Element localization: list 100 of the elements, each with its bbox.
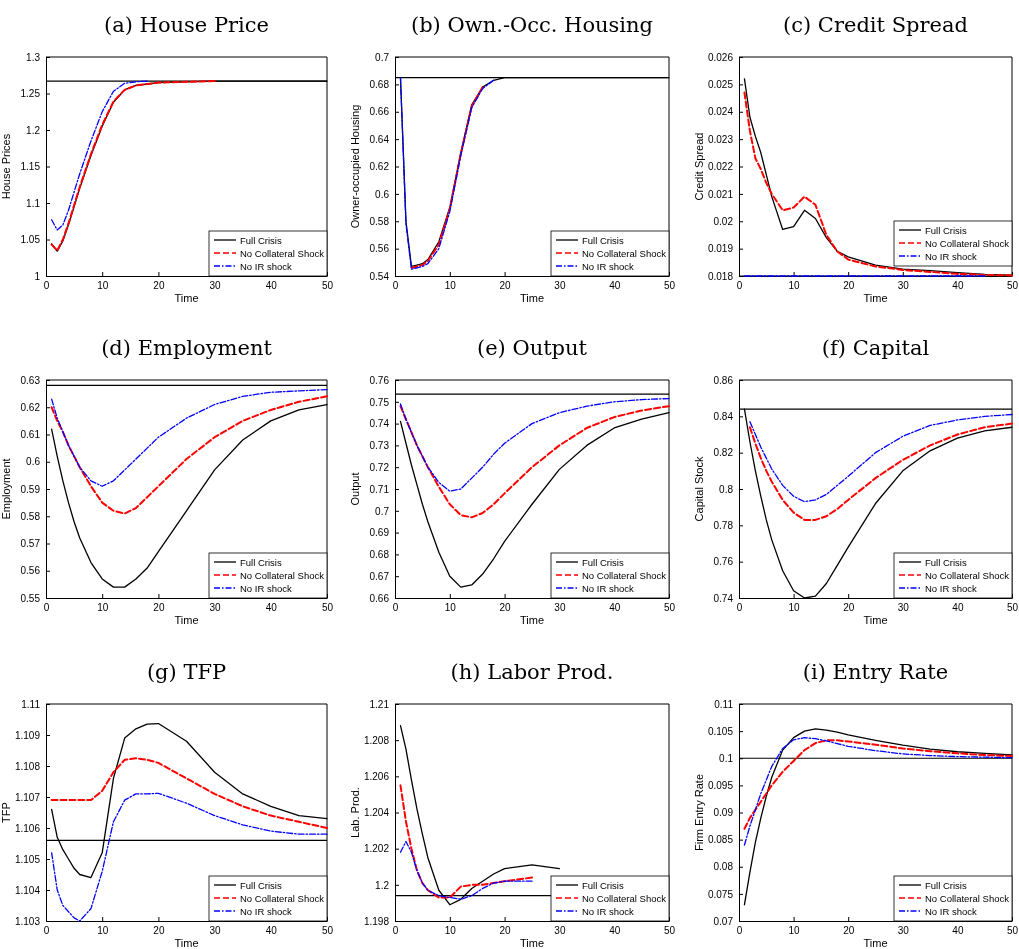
x-tick-label: 20: [843, 280, 855, 292]
x-tick-label: 30: [897, 602, 910, 614]
y-tick-label: 0.68: [369, 549, 390, 561]
x-tick-label: 30: [897, 925, 910, 937]
legend-label: No IR shock: [582, 260, 634, 272]
y-tick-label: 0.75: [369, 396, 390, 408]
legend-label: No IR shock: [240, 260, 292, 272]
x-tick-label: 20: [843, 925, 855, 937]
x-tick-label: 10: [444, 280, 457, 292]
chart-title: (b) Own.-Occ. Housing: [410, 13, 654, 37]
x-tick-label: 20: [843, 602, 855, 614]
y-tick-label: 0.02: [713, 215, 734, 227]
legend-label: No IR shock: [925, 250, 977, 262]
x-axis-title: Time: [174, 937, 199, 949]
y-tick-label: 0.6: [26, 456, 41, 468]
x-tick-label: 20: [153, 280, 165, 292]
legend-label: No Collateral Shock: [582, 892, 667, 904]
y-axis-title: Output: [349, 472, 361, 506]
x-axis-title: Time: [174, 614, 199, 626]
y-tick-label: 0.56: [20, 565, 41, 577]
y-tick-label: 0.085: [707, 834, 734, 846]
y-tick-label: 1.1: [26, 197, 41, 209]
y-tick-label: 1.21: [369, 698, 390, 710]
x-tick-label: 0: [43, 925, 50, 937]
legend-label: No Collateral Shock: [925, 569, 1010, 581]
x-tick-label: 30: [554, 925, 566, 937]
x-tick-label: 10: [444, 602, 457, 614]
y-tick-label: 1.11: [21, 698, 41, 710]
legend-label: Full Crisis: [582, 234, 624, 246]
x-tick-label: 10: [97, 280, 109, 292]
x-tick-label: 50: [321, 925, 334, 937]
legend-label: No Collateral Shock: [240, 569, 325, 581]
y-tick-label: 0.105: [707, 725, 734, 737]
legend-label: No Collateral Shock: [240, 247, 325, 259]
x-tick-label: 40: [609, 280, 621, 292]
x-tick-label: 20: [499, 280, 512, 292]
y-tick-label: 0.7: [375, 51, 390, 63]
y-tick-label: 1.106: [14, 822, 41, 834]
y-tick-label: 0.86: [713, 374, 734, 386]
legend-label: No IR shock: [240, 582, 292, 594]
y-tick-label: 0.07: [713, 915, 734, 927]
legend-label: No Collateral Shock: [582, 569, 667, 581]
y-tick-label: 0.69: [369, 527, 390, 539]
x-tick-label: 30: [209, 280, 222, 292]
y-tick-label: 0.57: [20, 538, 41, 550]
y-tick-label: 0.021: [707, 188, 734, 200]
x-tick-label: 40: [265, 925, 278, 937]
x-tick-label: 40: [609, 602, 621, 614]
x-tick-label: 10: [788, 602, 801, 614]
x-tick-label: 0: [392, 280, 399, 292]
x-axis-title: Time: [519, 937, 545, 949]
x-tick-label: 50: [1006, 602, 1019, 614]
y-tick-label: 0.59: [20, 483, 41, 495]
y-tick-label: 0.76: [713, 556, 734, 568]
x-tick-label: 30: [554, 280, 566, 292]
y-tick-label: 0.74: [713, 592, 734, 604]
y-tick-label: 0.09: [713, 807, 734, 819]
x-tick-label: 10: [788, 925, 801, 937]
x-tick-label: 0: [736, 280, 743, 292]
x-tick-label: 30: [209, 925, 222, 937]
x-tick-label: 50: [663, 280, 676, 292]
y-tick-label: 0.84: [713, 411, 734, 423]
y-tick-label: 0.095: [707, 780, 734, 792]
y-tick-label: 0.62: [369, 161, 390, 173]
chart-title: (i) Entry Rate: [802, 660, 949, 684]
x-tick-label: 30: [209, 602, 222, 614]
x-tick-label: 50: [1006, 280, 1019, 292]
y-tick-label: 0.1: [719, 752, 734, 764]
y-tick-label: 0.71: [369, 483, 390, 495]
x-tick-label: 30: [554, 602, 566, 614]
y-tick-label: 0.82: [713, 447, 734, 459]
x-tick-label: 0: [43, 280, 50, 292]
y-tick-label: 0.64: [369, 133, 390, 145]
y-tick-label: 0.54: [369, 270, 390, 282]
chart-title: (e) Output: [476, 336, 588, 360]
x-tick-label: 20: [153, 602, 165, 614]
x-axis-title: Time: [863, 614, 888, 626]
y-tick-label: 1.109: [14, 729, 41, 741]
y-tick-label: 1.107: [14, 791, 41, 803]
x-tick-label: 0: [392, 602, 399, 614]
x-tick-label: 10: [444, 925, 457, 937]
y-axis-title: Employment: [0, 458, 12, 520]
y-axis-title: Capital Stock: [693, 456, 705, 522]
x-tick-label: 40: [952, 925, 964, 937]
y-tick-label: 1: [34, 270, 41, 282]
y-tick-label: 1.05: [20, 234, 41, 246]
x-tick-label: 20: [499, 925, 512, 937]
legend-label: No IR shock: [925, 582, 977, 594]
legend-label: No IR shock: [582, 582, 634, 594]
y-axis-title: Firm Entry Rate: [693, 773, 705, 852]
x-tick-label: 50: [321, 602, 334, 614]
x-axis-title: Time: [863, 937, 888, 949]
x-tick-label: 20: [499, 602, 512, 614]
y-tick-label: 0.74: [369, 418, 390, 430]
x-tick-label: 10: [97, 925, 109, 937]
y-tick-label: 0.61: [20, 429, 41, 441]
y-tick-label: 1.2: [26, 124, 41, 136]
x-axis-title: Time: [174, 292, 199, 304]
y-tick-label: 1.104: [14, 884, 41, 896]
x-tick-label: 10: [97, 602, 109, 614]
